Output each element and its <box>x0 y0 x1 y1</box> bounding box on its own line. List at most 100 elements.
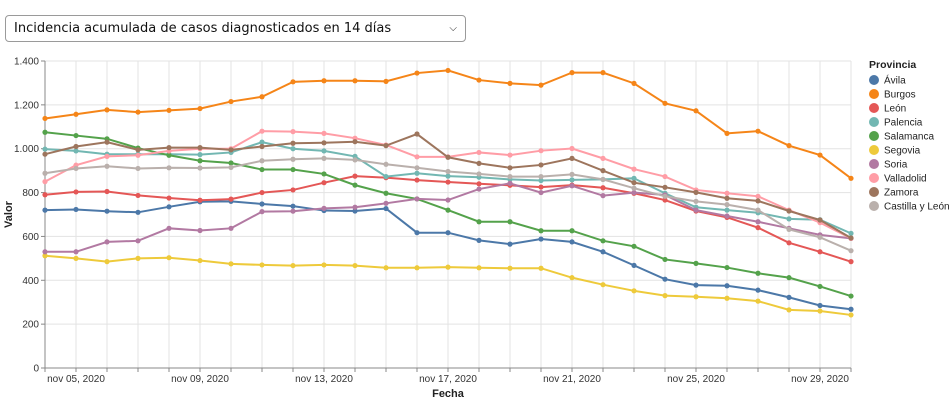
data-point-le-n <box>662 197 668 203</box>
data-point-zamora <box>662 184 668 190</box>
data-point-palencia <box>414 170 420 176</box>
data-point--vila <box>538 236 544 242</box>
data-point-soria <box>693 207 699 213</box>
data-point-burgos <box>507 80 513 86</box>
legend-label: Castilla y León <box>884 202 950 213</box>
data-point-castilla-y-le-n <box>228 164 234 170</box>
legend-label: Zamora <box>884 188 919 199</box>
data-point-le-n <box>445 179 451 185</box>
data-point-zamora <box>166 145 172 151</box>
data-point-segovia <box>166 255 172 261</box>
legend-label: Salamanca <box>884 132 934 143</box>
data-point-zamora <box>569 155 575 161</box>
data-point-segovia <box>662 293 668 299</box>
data-point-segovia <box>228 261 234 267</box>
data-point-castilla-y-le-n <box>290 156 296 162</box>
data-point-zamora <box>73 143 79 150</box>
data-point--vila <box>414 230 420 236</box>
data-point-salamanca <box>197 158 203 164</box>
data-point-zamora <box>786 208 792 214</box>
y-tick-label: 1.400 <box>14 57 39 68</box>
data-point-castilla-y-le-n <box>414 165 420 171</box>
data-point--vila <box>352 208 358 214</box>
data-point--vila <box>445 230 451 236</box>
data-point-soria <box>600 193 606 199</box>
data-point-castilla-y-le-n <box>786 226 792 233</box>
data-point-salamanca <box>600 238 606 244</box>
data-point--vila <box>724 283 730 289</box>
data-point-burgos <box>352 78 358 84</box>
data-point-le-n <box>290 187 296 193</box>
data-point-valladolid <box>724 190 730 196</box>
legend-swatch <box>869 187 879 197</box>
data-point-burgos <box>786 143 792 149</box>
x-tick-label: nov 25, 2020 <box>667 374 725 385</box>
data-point-burgos <box>42 115 48 122</box>
data-point-segovia <box>724 295 730 301</box>
data-point--vila <box>507 241 513 247</box>
data-point-le-n <box>848 259 854 265</box>
x-tick-label: nov 13, 2020 <box>295 374 353 385</box>
data-point-zamora <box>42 151 48 157</box>
data-point-le-n <box>197 197 203 203</box>
data-point-valladolid <box>290 129 296 135</box>
data-point-burgos <box>135 109 141 115</box>
y-tick-label: 1.000 <box>14 144 39 155</box>
data-point-valladolid <box>476 149 482 156</box>
data-point-zamora <box>755 198 761 204</box>
data-point-segovia <box>73 255 79 261</box>
data-point-salamanca <box>73 132 79 139</box>
data-point-burgos <box>538 82 544 88</box>
data-point-castilla-y-le-n <box>259 158 265 164</box>
data-point-burgos <box>600 70 606 76</box>
data-point--vila <box>42 207 48 213</box>
data-point--vila <box>166 204 172 210</box>
data-point-burgos <box>166 107 172 113</box>
data-point-soria <box>42 249 48 255</box>
legend-label: Ávila <box>884 74 906 87</box>
data-point-burgos <box>569 70 575 76</box>
legend-label: Palencia <box>884 118 923 129</box>
data-point-segovia <box>600 282 606 288</box>
data-point-soria <box>259 209 265 215</box>
data-point-zamora <box>848 235 854 241</box>
data-point-le-n <box>600 185 606 191</box>
data-point-palencia <box>42 146 48 152</box>
data-point-zamora <box>104 139 110 145</box>
data-point-salamanca <box>631 243 637 249</box>
data-point-burgos <box>631 80 637 86</box>
data-point-zamora <box>321 140 327 146</box>
data-point-burgos <box>73 111 79 117</box>
data-point-palencia <box>631 175 637 181</box>
data-point-soria <box>135 238 141 244</box>
data-point-zamora <box>259 143 265 150</box>
data-point-salamanca <box>42 129 48 135</box>
data-point-salamanca <box>662 256 668 263</box>
data-point--vila <box>73 206 79 213</box>
data-point-burgos <box>662 100 668 106</box>
data-point-burgos <box>848 175 854 181</box>
data-point--vila <box>104 208 110 214</box>
data-point-zamora <box>197 145 203 151</box>
data-point-castilla-y-le-n <box>73 165 79 172</box>
legend-swatch <box>869 131 879 141</box>
legend-label: Valladolid <box>884 174 927 185</box>
data-point--vila <box>259 201 265 207</box>
data-point-castilla-y-le-n <box>352 157 358 163</box>
data-point-salamanca <box>445 207 451 213</box>
metric-select[interactable]: Incidencia acumulada de casos diagnostic… <box>5 15 466 42</box>
data-point-zamora <box>631 180 637 186</box>
data-point-salamanca <box>290 166 296 173</box>
data-point-castilla-y-le-n <box>166 165 172 171</box>
data-point-segovia <box>383 265 389 271</box>
data-point-burgos <box>321 78 327 84</box>
data-point-le-n <box>166 195 172 201</box>
data-point--vila <box>135 209 141 215</box>
data-point-segovia <box>321 262 327 268</box>
data-point-castilla-y-le-n <box>662 193 668 199</box>
data-point--vila <box>848 306 854 312</box>
data-point-valladolid <box>135 152 141 158</box>
data-point-salamanca <box>569 228 575 234</box>
data-point-salamanca <box>259 166 265 173</box>
data-point-le-n <box>135 192 141 199</box>
